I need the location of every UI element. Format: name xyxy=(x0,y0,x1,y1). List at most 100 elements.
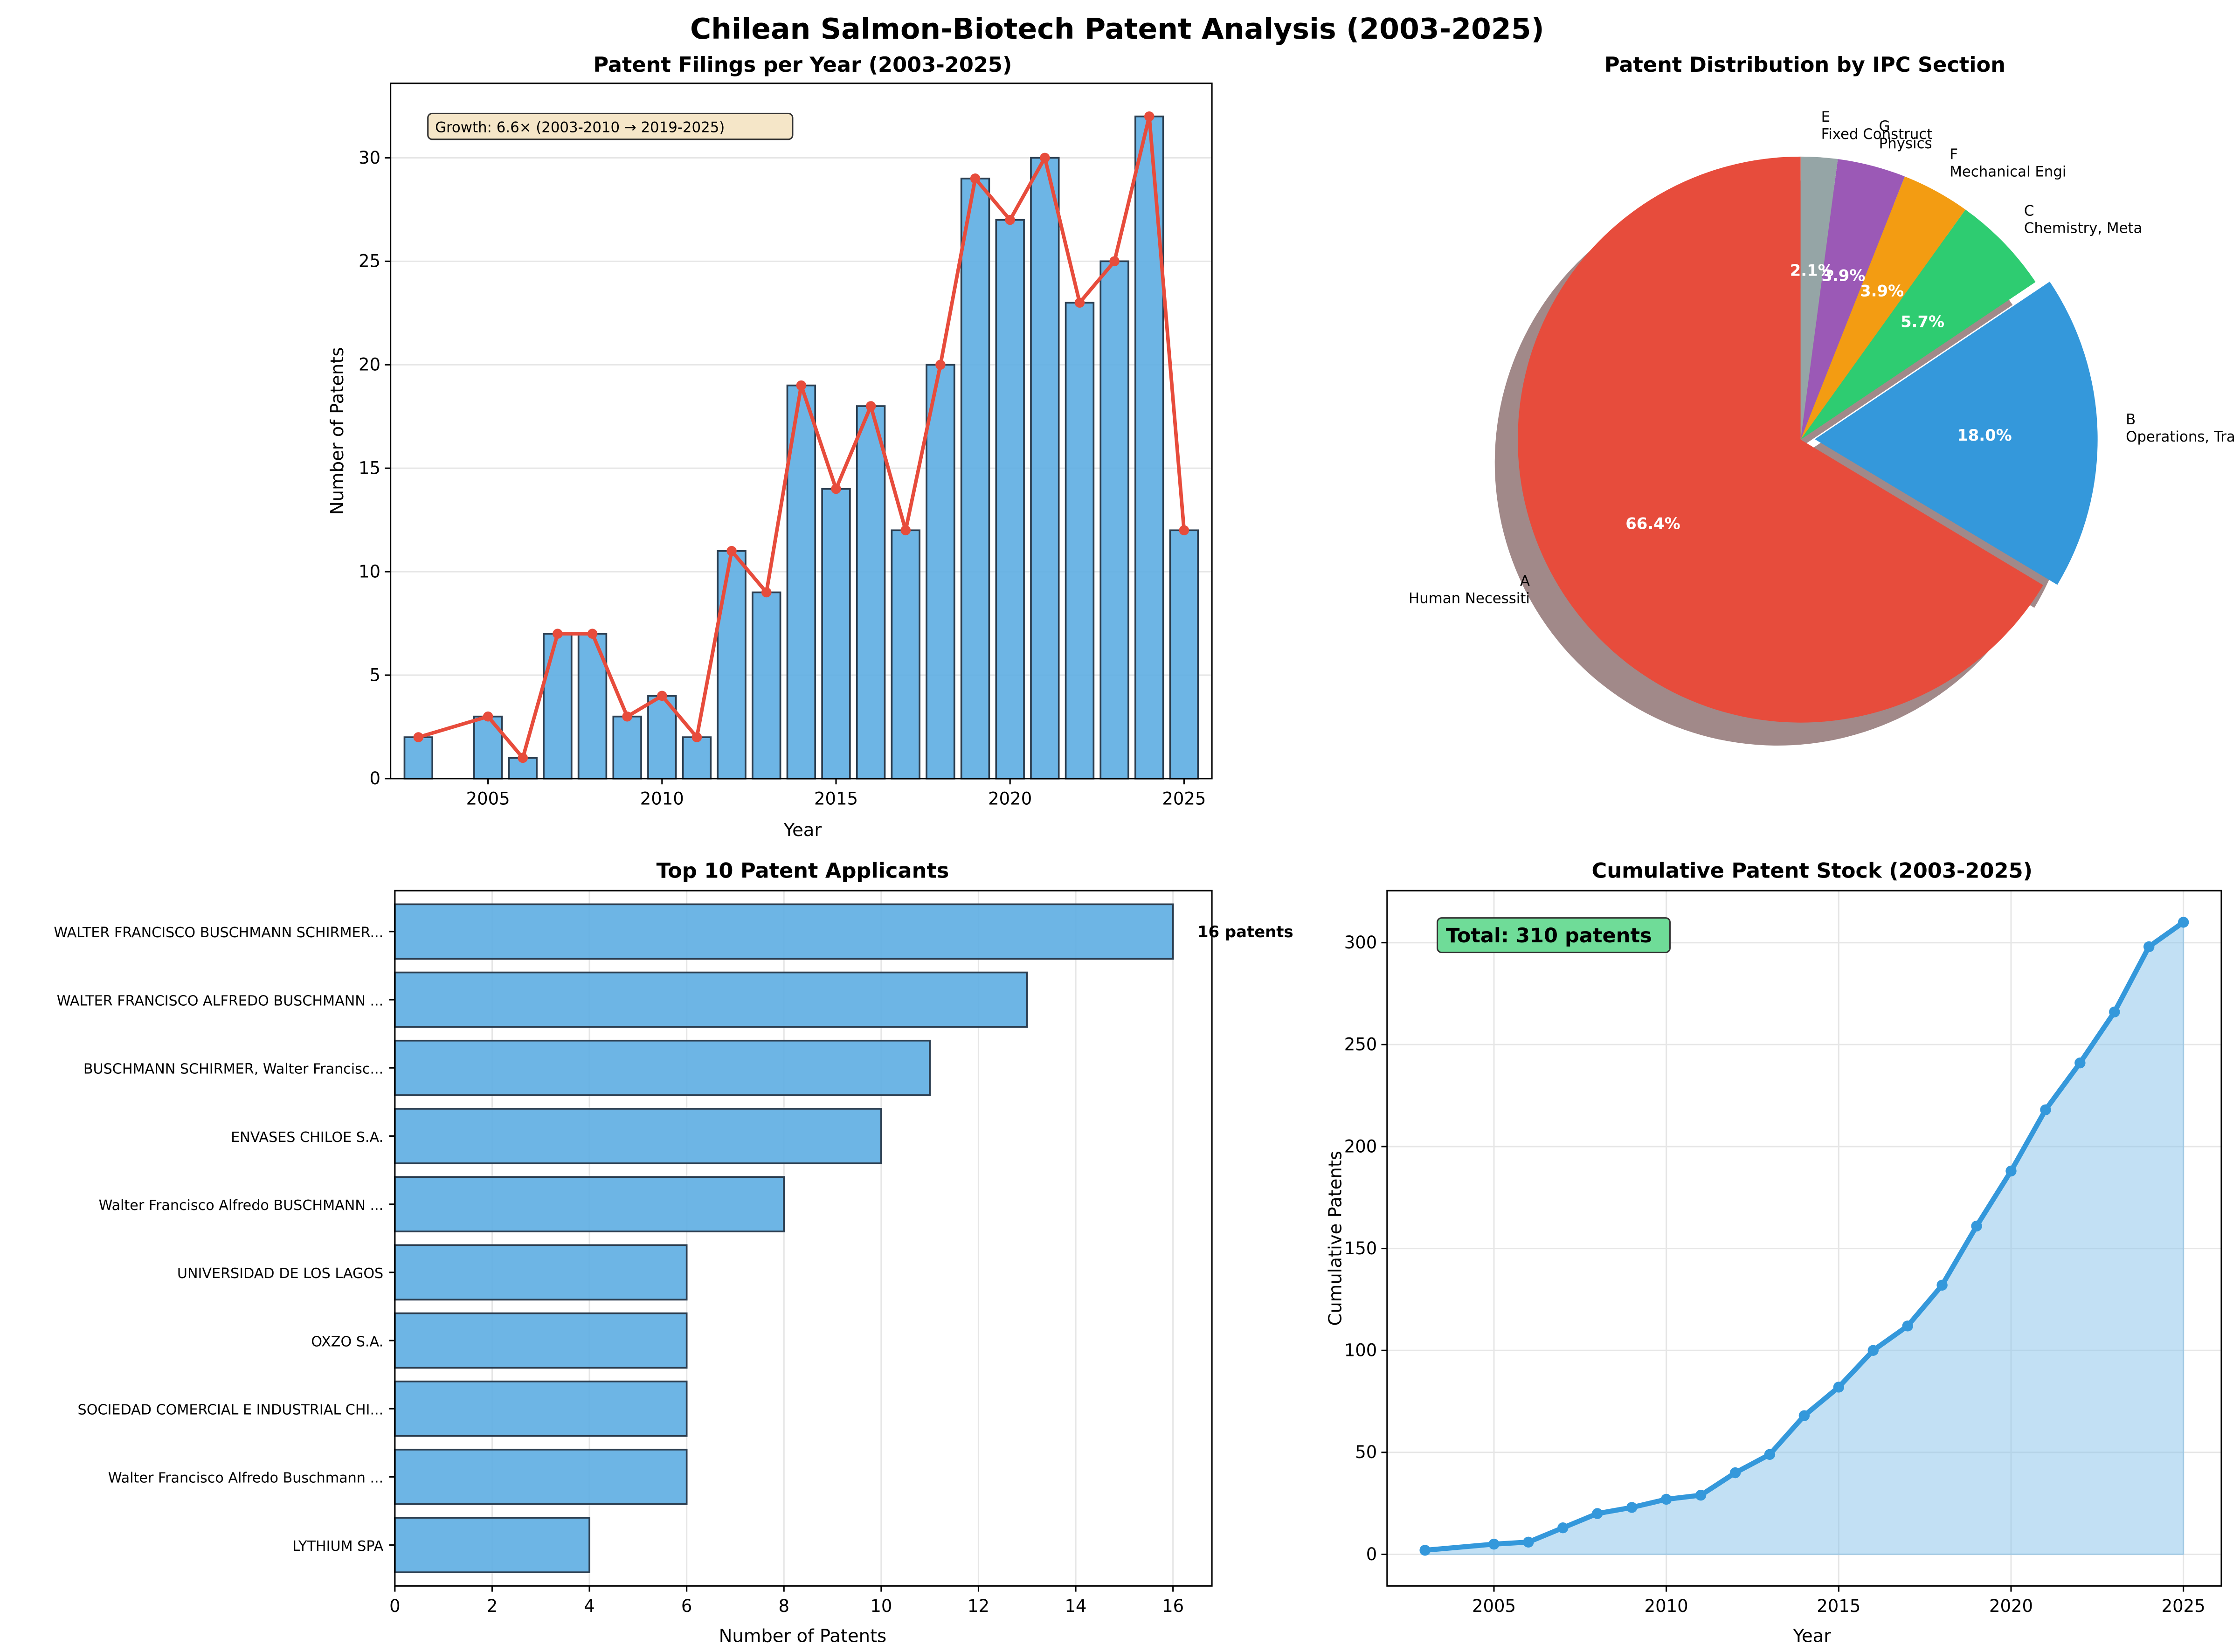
applicant-bar xyxy=(394,1312,688,1369)
x-tick-label: 2020 xyxy=(988,788,1032,809)
x-tick-label: 2015 xyxy=(1817,1596,1860,1616)
y-tick-label: 50 xyxy=(1355,1442,1377,1462)
applicant-bar xyxy=(394,1176,785,1232)
filings-bar xyxy=(1065,302,1095,780)
x-tick-label: 16 xyxy=(1162,1596,1184,1616)
filings-trend-point xyxy=(900,525,911,536)
pie-pct-label: 3.9% xyxy=(1821,267,1865,285)
filings-trend-point xyxy=(761,587,772,598)
cumulative-xlabel: Year xyxy=(1793,1625,1832,1646)
pie-pct-label: 66.4% xyxy=(1625,515,1680,533)
ipc-title: Patent Distribution by IPC Section xyxy=(1604,53,2005,77)
ipc-pie-chart: Patent Distribution by IPC Section 66.4%… xyxy=(1409,53,2235,746)
cumulative-axes-frame xyxy=(1386,890,2222,1587)
filings-bar xyxy=(821,488,851,780)
pie-pct-label: 18.0% xyxy=(1957,426,2012,444)
x-tick-label: 12 xyxy=(968,1596,989,1616)
x-tick-label: 2 xyxy=(487,1596,498,1616)
pie-slice-f xyxy=(1800,176,1966,440)
filings-trend-point xyxy=(1109,256,1120,267)
filings-trend-point xyxy=(935,359,946,370)
total-annotation-box xyxy=(1437,917,1671,954)
x-tick-label: 0 xyxy=(389,1596,401,1616)
cumulative-chart: Cumulative Patent Stock (2003-2025) 0 50 1… xyxy=(1325,858,2222,1646)
filings-trend-point xyxy=(622,711,632,722)
cumulative-area xyxy=(1419,917,2189,1556)
applicant-name-label: UNIVERSIDAD DE LOS LAGOS xyxy=(177,1265,383,1282)
cumulative-point xyxy=(1833,1382,1845,1393)
applicants-axes: WALTER FRANCISCO BUSCHMANN SCHIRMER... WA… xyxy=(54,890,1213,1616)
filings-trend-point xyxy=(587,629,598,639)
y-tick-label: 25 xyxy=(359,251,380,271)
pie-section-name: Human Necessiti xyxy=(1409,590,1530,607)
figure-title: Chilean Salmon-Biotech Patent Analysis (… xyxy=(690,12,1544,46)
applicant-name-label: ENVASES CHILOE S.A. xyxy=(231,1129,383,1146)
pie-section-code: A xyxy=(1520,573,1530,589)
total-annotation: Total: 310 patents xyxy=(1437,917,1671,954)
applicant-name-label: BUSCHMANN SCHIRMER, Walter Francisc... xyxy=(83,1061,383,1078)
pie-section-name: Mechanical Engi xyxy=(1950,163,2066,180)
filings-trend-point xyxy=(1005,214,1015,225)
filings-trend-point xyxy=(1144,111,1155,122)
filings-bar xyxy=(960,177,990,780)
cumulative-point xyxy=(1764,1449,1776,1460)
pie-pct-label: 3.9% xyxy=(1860,282,1904,300)
y-tick-label: 100 xyxy=(1344,1341,1377,1361)
applicant-bar xyxy=(394,1244,688,1301)
y-tick-label: 250 xyxy=(1344,1035,1377,1055)
cumulative-point xyxy=(1729,1467,1741,1479)
cumulative-point xyxy=(2074,1057,2086,1069)
cumulative-point xyxy=(1592,1508,1603,1519)
cumulative-point xyxy=(1626,1502,1638,1513)
applicant-name-label: SOCIEDAD COMERCIAL E INDUSTRIAL CHI... xyxy=(78,1402,384,1418)
y-tick-label: 200 xyxy=(1344,1136,1377,1156)
filings-bars xyxy=(403,115,1199,780)
applicant-name-label: WALTER FRANCISCO ALFREDO BUSCHMANN ... xyxy=(57,993,383,1009)
filings-bar xyxy=(403,736,434,780)
y-tick-label: 0 xyxy=(1366,1544,1377,1564)
pie-slice-g xyxy=(1800,159,1905,440)
pie-pct-label: 2.1% xyxy=(1790,262,1834,280)
x-tick-label: 2015 xyxy=(814,788,858,809)
filings-bar xyxy=(682,736,712,780)
applicant-name-label: OXZO S.A. xyxy=(311,1334,383,1350)
filings-trend-point xyxy=(518,753,528,763)
y-tick-label: 20 xyxy=(359,355,380,375)
y-tick-label: 5 xyxy=(370,665,381,685)
applicants-axes-frame xyxy=(394,890,1213,1587)
cumulative-axes: 0 50 100 150 200 250 300 2005 2010 2015 2020 2025 xyxy=(1344,890,2222,1616)
x-tick-label: 2025 xyxy=(2162,1596,2205,1616)
x-tick-label: 6 xyxy=(681,1596,692,1616)
x-tick-label: 2020 xyxy=(1989,1596,2033,1616)
filings-bar xyxy=(717,550,747,780)
filings-trend-point xyxy=(831,484,841,494)
applicants-title: Top 10 Patent Applicants xyxy=(657,858,949,883)
growth-annotation: Growth: 6.6× (2003-2010 → 2019-2025) xyxy=(427,112,794,140)
y-tick-label: 150 xyxy=(1344,1238,1377,1258)
filings-trend-point xyxy=(1074,297,1085,308)
y-tick-label: 30 xyxy=(359,148,380,168)
cumulative-point xyxy=(1660,1493,1672,1505)
filings-axes-frame xyxy=(390,83,1213,780)
filings-bar xyxy=(891,529,920,780)
filings-bar xyxy=(752,591,781,780)
y-tick-label: 15 xyxy=(359,458,380,478)
applicants-xlabel: Number of Patents xyxy=(719,1625,887,1646)
applicant-bar xyxy=(394,1108,882,1164)
cumulative-point xyxy=(2109,1006,2120,1018)
x-tick-label: 2005 xyxy=(466,788,510,809)
filings-trend-point xyxy=(865,401,876,411)
filings-xlabel: Year xyxy=(783,820,822,841)
applicant-bar xyxy=(394,1517,590,1573)
cumulative-point xyxy=(1488,1538,1500,1550)
cumulative-point xyxy=(1695,1490,1707,1501)
filings-trend-point xyxy=(726,546,737,556)
pie-section-name: Fixed Construct xyxy=(1821,126,1933,143)
filings-trend-point xyxy=(553,629,563,639)
filings-trend-point xyxy=(1179,525,1189,536)
x-tick-label: 4 xyxy=(584,1596,595,1616)
filings-trend-point xyxy=(1040,152,1050,163)
cumulative-ylabel: Cumulative Patents xyxy=(1325,1151,1346,1326)
